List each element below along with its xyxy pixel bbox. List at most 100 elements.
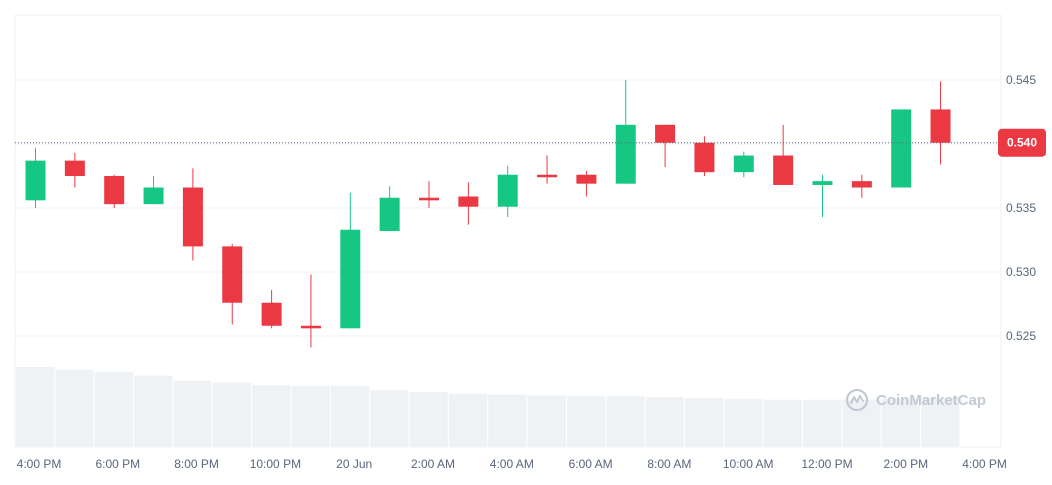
volume-bar — [134, 375, 173, 447]
volume-bar — [566, 396, 606, 447]
x-tick-label: 10:00 PM — [250, 457, 301, 471]
candle-up — [379, 186, 400, 232]
last-price-label: 0.540 — [1007, 136, 1037, 150]
candle-body — [143, 187, 164, 205]
volume-bar — [527, 395, 566, 447]
candle-body — [340, 229, 361, 329]
candle-down — [222, 243, 243, 325]
candle-up — [25, 147, 46, 208]
volume-bar — [763, 399, 802, 447]
candle-body — [419, 197, 439, 201]
y-tick-label: 0.545 — [1006, 73, 1036, 87]
candle-body — [812, 181, 833, 185]
candle-down — [182, 168, 203, 261]
x-tick-label: 2:00 AM — [411, 457, 455, 471]
candle-down — [458, 182, 479, 225]
y-tick-label: 0.525 — [1006, 329, 1036, 343]
candle-up — [497, 165, 518, 217]
x-tick-label: 4:00 PM — [17, 457, 62, 471]
x-tick-label: 20 Jun — [336, 457, 372, 471]
x-tick-label: 10:00 AM — [723, 457, 774, 471]
candle-body — [930, 109, 951, 143]
x-tick-label: 8:00 AM — [647, 457, 691, 471]
x-tick-label: 4:00 PM — [962, 457, 1007, 471]
x-tick-label: 4:00 AM — [490, 457, 534, 471]
candle-down — [576, 170, 597, 197]
candle-body — [576, 174, 597, 184]
volume-bar — [606, 396, 645, 447]
coinmarketcap-logo-icon — [845, 388, 869, 412]
volume-bar — [842, 399, 881, 447]
candle-up — [812, 174, 833, 217]
candle-body — [222, 246, 243, 303]
candle-up — [891, 109, 912, 188]
candle-body — [733, 155, 754, 173]
candle-body — [64, 160, 85, 176]
y-tick-label: 0.535 — [1006, 201, 1036, 215]
candle-body — [458, 196, 479, 207]
candles — [25, 80, 951, 348]
volume-bar — [921, 397, 960, 447]
candle-down — [655, 124, 676, 168]
volume-bar — [803, 399, 842, 447]
candle-up — [340, 192, 361, 329]
candle-body — [891, 109, 912, 188]
volume-bar — [94, 372, 134, 447]
volume-bar — [488, 394, 527, 447]
candle-body — [379, 197, 400, 232]
candle-body — [851, 181, 872, 188]
candle-body — [497, 174, 518, 207]
candle-down — [300, 274, 321, 348]
volume-bar — [684, 397, 724, 447]
coinmarketcap-watermark: CoinMarketCap — [845, 388, 986, 412]
candle-down — [773, 124, 794, 185]
x-tick-label: 6:00 AM — [569, 457, 613, 471]
volume-bars — [16, 367, 960, 447]
volume-bar — [55, 369, 94, 447]
volume-bar — [448, 393, 488, 447]
x-tick-label: 12:00 PM — [801, 457, 852, 471]
x-axis: 4:00 PM 6:00 PM 8:00 PM 10:00 PM 20 Jun 2:00 … — [17, 457, 1007, 471]
watermark-text: CoinMarketCap — [876, 392, 986, 409]
candle-up — [615, 80, 636, 184]
candle-body — [655, 124, 676, 143]
candle-down — [851, 174, 872, 198]
volume-bar — [409, 391, 448, 447]
x-tick-label: 8:00 PM — [174, 457, 219, 471]
y-tick-label: 0.530 — [1006, 265, 1036, 279]
volume-bar — [370, 390, 409, 447]
candle-body — [25, 160, 46, 201]
volume-bar — [173, 380, 212, 447]
candle-up — [143, 176, 164, 205]
volume-bar — [212, 382, 252, 447]
volume-bar — [252, 385, 291, 447]
y-axis: 0.545 0.535 0.530 0.525 — [1006, 73, 1036, 343]
x-tick-label: 6:00 PM — [95, 457, 140, 471]
volume-bar — [724, 398, 763, 447]
volume-bar — [645, 397, 684, 447]
candle-down — [694, 136, 715, 176]
candle-body — [537, 174, 558, 178]
volume-bar — [16, 367, 55, 447]
volume-bar — [291, 385, 330, 447]
candle-body — [615, 124, 636, 184]
candle-down — [537, 155, 558, 184]
candle-body — [694, 142, 715, 173]
candle-body — [104, 176, 125, 205]
candle-body — [182, 187, 203, 247]
candle-down — [930, 81, 951, 165]
candle-body — [300, 325, 321, 329]
candle-down — [104, 174, 125, 208]
last-price-badge: 0.540 — [998, 128, 1046, 157]
candle-down — [64, 152, 85, 188]
volume-bar — [881, 398, 921, 447]
candle-body — [773, 155, 794, 185]
candle-down — [419, 181, 439, 208]
x-tick-label: 2:00 PM — [883, 457, 928, 471]
candle-down — [261, 289, 282, 329]
candle-up — [733, 151, 754, 178]
last-price-badge-bg — [998, 128, 1046, 157]
candle-body — [261, 302, 282, 326]
